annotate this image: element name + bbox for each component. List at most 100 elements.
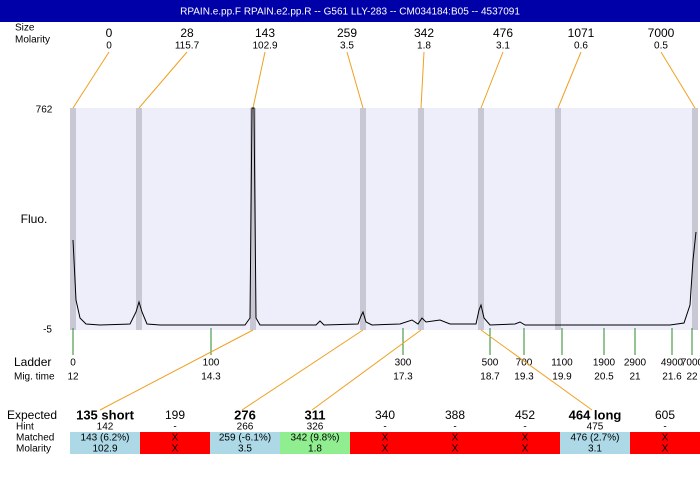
size-label: Size [15,23,35,34]
molarity: 3.1 [588,444,602,455]
row-label: Matched [16,433,54,444]
expected: 135 short [76,407,134,422]
expected: 276 [234,407,256,422]
ladder-size: 300 [395,358,412,369]
hint: 475 [587,422,604,433]
ladder-label: Ladder [14,355,51,369]
molarity: X [522,444,529,455]
expected: 340 [375,408,395,422]
ladder-size: 7000 [681,358,700,369]
expected: 605 [655,408,675,422]
matched: X [452,433,459,444]
ladder-time: 20.5 [594,372,614,383]
ladder-size: 100 [203,358,220,369]
peak-link [660,51,696,109]
expected: 452 [515,408,535,422]
matched-cell [490,432,560,443]
peak-band [70,108,76,330]
hint: - [523,422,526,433]
matched: X [662,433,669,444]
matched: X [522,433,529,444]
ladder-time: 17.3 [393,372,413,383]
peak-molarity: 3.5 [340,41,354,52]
matched: 342 (9.8%) [291,433,340,444]
ladder-time: 12 [67,372,79,383]
plot-area [72,108,697,330]
row-label: Expected [7,408,57,422]
ladder-time: 22 [686,372,698,383]
ladder-size: 4900 [661,358,684,369]
ladder-size: 1100 [551,358,573,369]
peak-size: 342 [414,26,434,40]
molarity-cell [70,443,140,454]
peak-band [360,108,366,330]
trace [72,107,697,326]
molarity: 3.5 [238,444,252,455]
peak-link [420,51,425,109]
matched: 259 (-6.1%) [219,433,271,444]
ladder-time: 21.6 [662,372,682,383]
peak-link [346,51,364,109]
expected: 388 [445,408,465,422]
molarity-cell [210,443,280,454]
matched: 476 (2.7%) [571,433,620,444]
hint: 326 [307,422,324,433]
peak-link [72,51,110,109]
matched: 143 (6.2%) [81,433,130,444]
molarity: X [382,444,389,455]
matched-cell [140,432,210,443]
mig-time-label: Mig. time [14,372,55,383]
molarity: X [662,444,669,455]
peak-band [418,108,424,330]
expected: 464 long [569,407,622,422]
peak-band [136,108,142,330]
peak-size: 28 [180,26,194,40]
expected: 311 [305,407,326,422]
peak-molarity: 0.5 [654,41,668,52]
matched-cell [210,432,280,443]
ladder-time: 18.7 [480,372,500,383]
peak-molarity: 3.1 [496,41,510,52]
peak-size: 7000 [648,26,675,40]
matched: X [172,433,179,444]
peak-band [478,108,484,330]
molarity: 1.8 [308,444,322,455]
molarity-cell [560,443,630,454]
ladder-time: 21 [629,372,641,383]
hint: - [383,422,386,433]
title-bar [0,0,700,22]
peak-band [692,108,698,330]
molarity: X [452,444,459,455]
peak-link [557,51,582,109]
peak-size: 0 [106,26,113,40]
ladder-size: 1900 [593,358,616,369]
ladder-size: 2900 [624,358,647,369]
matched-cell [630,432,700,443]
ladder-time: 19.3 [514,372,534,383]
peak-molarity: 115.7 [175,41,200,52]
hint: - [173,422,176,433]
molarity: X [172,444,179,455]
peak-molarity: 0.6 [574,41,588,52]
peak-link [138,51,188,109]
ladder-time: 14.3 [201,372,221,383]
ladder-size: 700 [516,358,533,369]
row-label: Hint [16,422,34,433]
molarity-cell [420,443,490,454]
molarity-label: Molarity [15,35,50,46]
hint: 142 [97,422,114,433]
matched-cell [560,432,630,443]
expected: 199 [165,408,185,422]
matched: X [382,433,389,444]
peak-size: 143 [255,26,275,40]
hint: 266 [237,422,254,433]
peak-band [555,108,561,330]
axis-bottom: -5 [43,325,52,336]
peak-link [480,51,504,109]
ladder-size: 500 [482,358,499,369]
peak-size: 476 [493,26,513,40]
peak-band [250,108,256,330]
axis-label: Fluo. [21,212,48,226]
molarity-cell [490,443,560,454]
